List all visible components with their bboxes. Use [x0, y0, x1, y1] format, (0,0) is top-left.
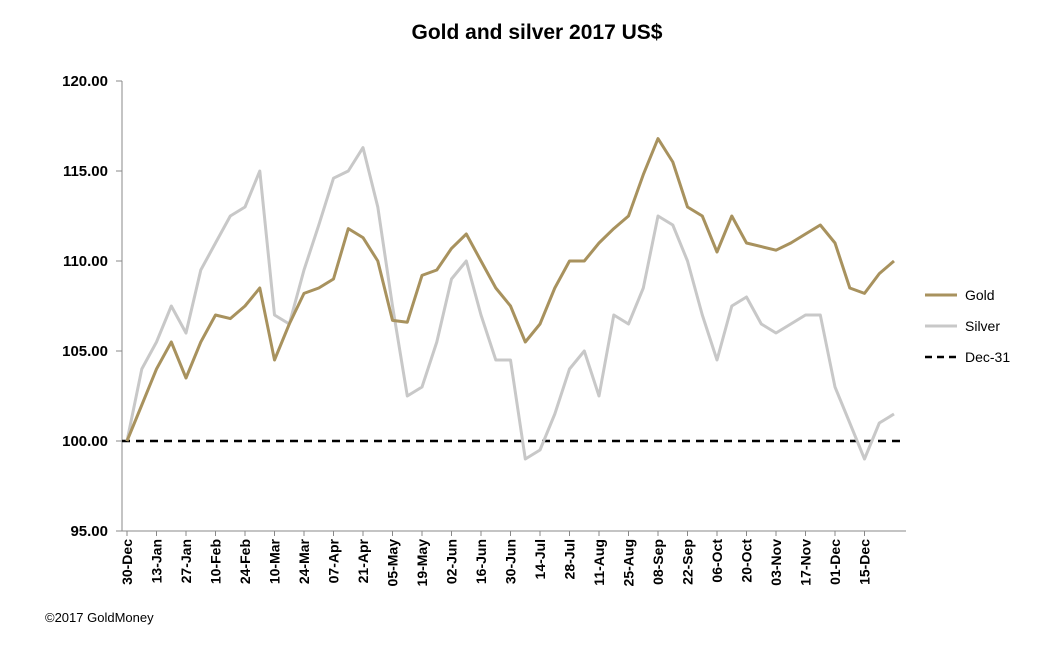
x-tick-label: 24-Mar — [296, 538, 312, 584]
legend-label: Gold — [965, 287, 995, 303]
x-tick-label: 10-Feb — [208, 539, 224, 584]
x-tick-label: 24-Feb — [237, 539, 253, 584]
x-tick-label: 07-Apr — [326, 538, 342, 583]
x-tick-label: 15-Dec — [857, 539, 873, 585]
x-tick-label: 17-Nov — [798, 539, 814, 586]
x-tick-label: 30-Jun — [503, 539, 519, 584]
x-tick-label: 05-May — [385, 539, 401, 587]
x-tick-label: 20-Oct — [739, 539, 755, 583]
x-tick-label: 16-Jun — [473, 539, 489, 584]
x-tick-label: 03-Nov — [768, 539, 784, 586]
x-tick-label: 19-May — [414, 539, 430, 587]
series-line — [125, 137, 895, 442]
x-tick-label: 10-Mar — [267, 538, 283, 584]
x-tick-label: 11-Aug — [591, 539, 607, 586]
x-tick-label: 25-Aug — [621, 539, 637, 586]
y-tick-label: 95.00 — [70, 523, 108, 540]
chart-title: Gold and silver 2017 US$ — [412, 21, 663, 44]
x-tick-label: 01-Dec — [827, 539, 843, 585]
source: ©2017 GoldMoney — [45, 610, 154, 625]
x-tick-label: 30-Dec — [119, 539, 135, 585]
y-tick-label: 110.00 — [63, 253, 108, 270]
x-tick-label: 27-Jan — [178, 539, 194, 583]
legend-label: Dec-31 — [965, 349, 1010, 365]
y-tick-label: 100.00 — [62, 433, 108, 450]
x-tick-label: 08-Sep — [650, 539, 666, 585]
x-tick-label: 28-Jul — [562, 539, 578, 579]
x-tick-label: 02-Jun — [444, 539, 460, 584]
y-tick-label: 115.00 — [63, 163, 108, 180]
y-tick-label: 105.00 — [62, 343, 108, 360]
x-tick-label: 22-Sep — [680, 539, 696, 585]
x-tick-label: 13-Jan — [149, 539, 165, 583]
x-tick-label: 06-Oct — [709, 539, 725, 583]
x-tick-label: 21-Apr — [355, 538, 371, 583]
legend-label: Silver — [965, 318, 1000, 334]
series-line — [125, 146, 895, 461]
y-tick-label: 120.00 — [62, 73, 108, 90]
x-tick-label: 14-Jul — [532, 539, 548, 579]
